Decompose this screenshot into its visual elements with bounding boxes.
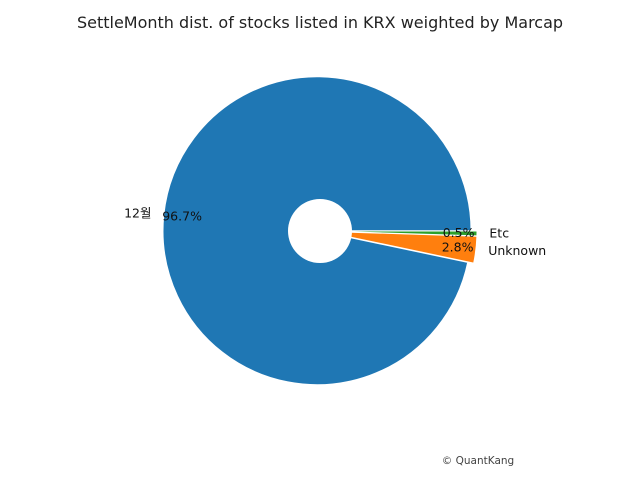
pct-label-12: 96.7%: [162, 209, 202, 224]
slice-label-etc: Etc: [489, 226, 509, 241]
watermark-text: © QuantKang: [442, 455, 514, 467]
pie-slice-etc: [322, 230, 478, 237]
slice-label-12: 12월: [124, 206, 151, 221]
pie-labels: 12월 96.7% Unknown 2.8% Etc 0.5%: [124, 206, 546, 259]
pct-label-unknown: 2.8%: [442, 240, 474, 255]
pct-label-etc: 0.5%: [443, 225, 475, 240]
slice-label-unknown: Unknown: [488, 243, 546, 258]
donut-hole: [288, 199, 352, 263]
chart-title: SettleMonth dist. of stocks listed in KR…: [77, 13, 563, 32]
